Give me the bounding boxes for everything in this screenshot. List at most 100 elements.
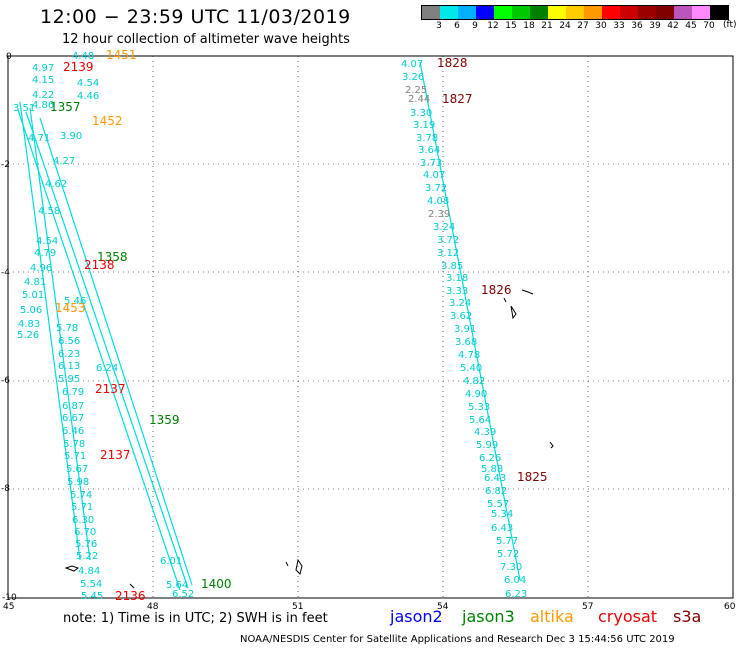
track-label: 3.72 <box>437 235 459 246</box>
track-label: 3.24 <box>449 298 471 309</box>
color-legend: 3 6 9 12 15 18 21 24 27 30 33 36 39 42 45 70 (ft) <box>421 5 737 32</box>
track-label: 3.24 <box>433 222 455 233</box>
legend-unit: (ft) <box>723 20 737 30</box>
track-label: 4.54 <box>36 236 58 247</box>
x-tick-label: 48 <box>147 602 159 612</box>
track-label: 5.71 <box>71 502 93 513</box>
track-label: 4.46 <box>77 91 99 102</box>
island-shape <box>510 305 517 320</box>
satellite-tracks <box>17 61 521 591</box>
track-label: 6.43 <box>491 523 513 534</box>
track-label: 4.96 <box>30 263 52 274</box>
track-label: 4.81 <box>24 277 46 288</box>
track-label: 3.33 <box>446 286 468 297</box>
track-label: 1452 <box>92 114 123 128</box>
track-label: 1453 <box>55 301 86 315</box>
track-label: 4.22 <box>32 90 54 101</box>
legend-label: 36 <box>631 21 643 31</box>
track-label: 4.90 <box>465 389 487 400</box>
track-label: 3.73 <box>420 158 442 169</box>
track-label: 3.12 <box>437 248 459 259</box>
track-label: 4.58 <box>38 206 60 217</box>
track-label: 5.99 <box>476 440 498 451</box>
track-label: 1358 <box>97 250 128 264</box>
track-label: 6.82 <box>485 486 507 497</box>
legend-swatch <box>710 6 728 19</box>
credit-line: NOAA/NESDIS Center for Satellite Applica… <box>240 634 675 645</box>
track-label: 5.33 <box>468 402 490 413</box>
track-label: 3.62 <box>450 311 472 322</box>
track-label: 6.52 <box>172 589 194 600</box>
legend-label: 70 <box>703 21 715 31</box>
island-shape <box>64 565 80 572</box>
track-label: 1451 <box>106 48 137 62</box>
legend-label: 45 <box>685 21 697 31</box>
track-label: 4.97 <box>32 63 54 74</box>
track-label: 4.07 <box>401 59 423 70</box>
track-label: 5.54 <box>80 579 102 590</box>
y-tick-label: -4 <box>1 268 10 278</box>
track-label: 5.64 <box>469 415 491 426</box>
track-label: 5.76 <box>75 539 97 550</box>
x-tick-label: 60 <box>724 602 736 612</box>
track-label: 3.30 <box>410 108 432 119</box>
track-label: 4.08 <box>427 196 449 207</box>
track-label: 5.95 <box>58 374 80 385</box>
track-label: 1359 <box>149 413 180 427</box>
track-label: 5.77 <box>496 536 518 547</box>
track-label: 5.22 <box>76 551 98 562</box>
track-label: 4.15 <box>32 75 54 86</box>
track-line <box>29 107 91 561</box>
track-label: 2138 <box>84 258 115 272</box>
track-label: 3.19 <box>413 120 435 131</box>
track-label: 7.30 <box>500 562 522 573</box>
legend-swatch <box>476 6 494 19</box>
track-label: 1826 <box>481 283 512 297</box>
y-tick-label: -10 <box>2 593 17 603</box>
track-label: 2136 <box>115 589 146 603</box>
track-label: 5.01 <box>22 290 44 301</box>
track-label: 3.85 <box>441 261 463 272</box>
legend-label: 24 <box>559 21 571 31</box>
track-labels: 4.48 1451 4.97 2139 4.15 4.54 4.22 4.46 4.863.51… <box>13 48 548 603</box>
legend-swatch <box>638 6 656 19</box>
track-label: 4.84 <box>78 566 100 577</box>
track-label: 1357 <box>50 100 81 114</box>
track-label: 1828 <box>437 56 468 70</box>
legend-swatch <box>674 6 692 19</box>
legend-label: 3 <box>436 21 442 31</box>
satellite-cryosat: cryosat <box>598 607 658 626</box>
island-shape <box>503 297 507 303</box>
legend-swatch <box>422 6 440 19</box>
track-line <box>39 117 193 586</box>
track-label: 4.79 <box>34 248 56 259</box>
track-label: 6.13 <box>58 361 80 372</box>
island-outlines <box>64 289 554 589</box>
track-label: 5.98 <box>67 477 89 488</box>
legend-swatch <box>494 6 512 19</box>
track-label: 6.04 <box>504 575 526 586</box>
track-label: 5.06 <box>20 305 42 316</box>
track-label: 6.43 <box>484 473 506 484</box>
track-label: 5.45 <box>81 591 103 602</box>
legend-swatch <box>602 6 620 19</box>
track-label: 5.46 <box>64 296 86 307</box>
legend-label: 15 <box>505 21 517 31</box>
track-label: 5.64 <box>166 580 188 591</box>
track-label: 1825 <box>517 470 548 484</box>
x-tick-label: 54 <box>437 602 449 612</box>
map-frame <box>7 55 734 599</box>
track-line <box>25 111 189 589</box>
legend-swatch <box>530 6 548 19</box>
track-label: 6.23 <box>505 589 527 600</box>
track-label: 4.82 <box>463 376 485 387</box>
track-label: 2.39 <box>428 209 450 220</box>
track-label: 6.26 <box>479 453 501 464</box>
legend-swatch <box>440 6 458 19</box>
track-label: 6.67 <box>62 413 84 424</box>
track-label: 5.78 <box>63 439 85 450</box>
legend-label: 30 <box>595 21 607 31</box>
track-label: 6.30 <box>72 515 94 526</box>
y-tick-label: -2 <box>1 160 10 170</box>
